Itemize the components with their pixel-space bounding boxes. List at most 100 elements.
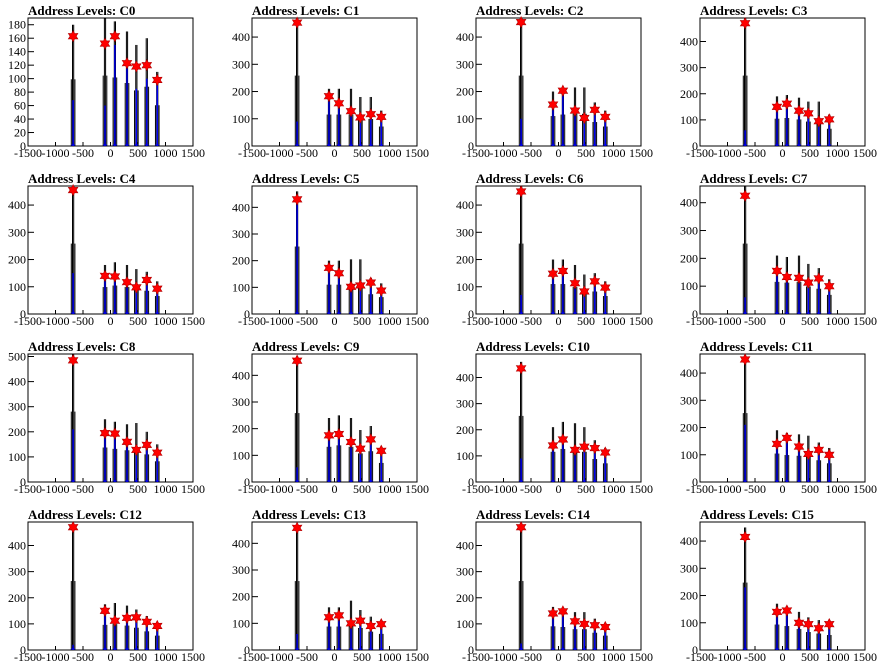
y-tick-label: 100 <box>232 616 250 630</box>
peak-marker <box>323 90 335 103</box>
x-tick-label: 500 <box>801 314 819 328</box>
x-tick-label: 0 <box>108 482 114 496</box>
x-tick-label: 0 <box>556 314 562 328</box>
y-tick-label: 200 <box>680 421 698 435</box>
peak-marker <box>589 619 601 632</box>
peak-marker <box>579 285 590 298</box>
y-tick-label: 400 <box>8 198 26 212</box>
x-tick-label: -1000 <box>714 650 742 664</box>
y-tick-label: 300 <box>680 561 698 575</box>
x-tick-label: 1500 <box>853 650 877 664</box>
x-tick-label: -500 <box>744 650 766 664</box>
y-tick-label: 400 <box>680 366 698 380</box>
y-tick-label: 200 <box>232 422 250 436</box>
chart-title: Address Levels: C11 <box>700 339 813 354</box>
x-tick-label: -1500 <box>686 314 714 328</box>
chart-panel-12: Address Levels: C12 0 100 200 300 400 -1500 -10… <box>8 507 205 664</box>
peak-marker <box>569 277 581 290</box>
plot-frame <box>251 17 418 147</box>
peak-marker <box>365 107 377 121</box>
x-tick-label: 0 <box>556 482 562 496</box>
peak-marker <box>557 605 569 618</box>
peak-marker <box>323 261 335 275</box>
peak-marker <box>803 617 814 631</box>
x-tick-label: -1000 <box>714 146 742 160</box>
peak-marker <box>291 354 303 367</box>
y-tick-label: 400 <box>232 200 250 214</box>
y-tick-label: 200 <box>456 423 474 437</box>
y-tick-label: 500 <box>8 350 26 364</box>
peak-marker <box>599 620 611 634</box>
y-tick-label: 200 <box>8 253 26 267</box>
peak-marker <box>771 264 783 278</box>
x-tick-label: -1500 <box>14 146 42 160</box>
x-tick-label: 500 <box>577 482 595 496</box>
x-tick-label: -1000 <box>490 482 518 496</box>
x-tick-label: 1000 <box>826 650 850 664</box>
x-tick-label: 1000 <box>602 482 626 496</box>
peak-marker <box>547 267 559 280</box>
peak-marker <box>151 282 163 295</box>
x-tick-label: 1500 <box>853 482 877 496</box>
peak-marker <box>813 622 825 635</box>
y-tick-label: 0 <box>692 307 698 321</box>
y-tick-label: 100 <box>8 72 26 86</box>
x-tick-label: 1500 <box>181 482 205 496</box>
peak-marker <box>793 271 805 284</box>
peak-marker <box>599 281 611 294</box>
x-tick-label: -1000 <box>266 650 294 664</box>
y-tick-label: 0 <box>244 643 250 657</box>
chart-panel-6: Address Levels: C6 0 100 200 300 400 -1500 -100… <box>456 171 653 328</box>
x-tick-label: -500 <box>72 146 94 160</box>
y-tick-label: 100 <box>232 112 250 126</box>
x-tick-label: 1000 <box>826 146 850 160</box>
peak-marker <box>355 614 366 627</box>
x-tick-label: 1500 <box>853 146 877 160</box>
chart-panel-4: Address Levels: C4 0 100 200 300 400 -1500 -100… <box>8 171 205 328</box>
peak-marker <box>99 604 111 617</box>
plot-frame <box>699 17 866 147</box>
chart-panel-5: Address Levels: C5 0 100 200 300 400 -1500 -100… <box>232 171 429 328</box>
peak-marker <box>365 276 377 289</box>
x-tick-label: 0 <box>780 146 786 160</box>
x-tick-label: 1500 <box>629 650 653 664</box>
peak-marker <box>781 97 793 110</box>
peak-marker <box>365 619 377 633</box>
peak-marker <box>121 435 133 448</box>
y-tick-label: 400 <box>232 368 250 382</box>
y-tick-label: 0 <box>692 139 698 153</box>
x-tick-label: 500 <box>577 314 595 328</box>
plot-frame <box>251 353 418 483</box>
x-tick-label: 1500 <box>181 314 205 328</box>
y-tick-label: 300 <box>680 393 698 407</box>
y-tick-label: 0 <box>20 643 26 657</box>
x-tick-label: 500 <box>801 482 819 496</box>
y-tick-label: 200 <box>232 590 250 604</box>
x-tick-label: -500 <box>520 314 542 328</box>
plot-frame <box>27 521 194 651</box>
y-tick-label: 100 <box>680 279 698 293</box>
x-tick-label: 0 <box>780 650 786 664</box>
peak-marker <box>291 16 303 29</box>
y-tick-label: 0 <box>468 643 474 657</box>
x-tick-label: -1000 <box>42 146 70 160</box>
peak-marker <box>813 115 825 128</box>
chart-title: Address Levels: C15 <box>700 507 814 522</box>
peak-marker <box>333 97 345 110</box>
peak-marker <box>557 84 569 97</box>
x-tick-label: 1000 <box>378 482 402 496</box>
x-tick-label: -500 <box>520 146 542 160</box>
x-tick-label: 1500 <box>181 146 205 160</box>
x-tick-label: 1000 <box>154 314 178 328</box>
peak-marker <box>131 443 142 457</box>
peak-marker <box>121 275 133 289</box>
x-tick-label: 0 <box>556 146 562 160</box>
y-tick-label: 100 <box>680 113 698 127</box>
peak-marker <box>333 267 345 280</box>
peak-marker <box>67 521 79 534</box>
peak-marker <box>599 446 611 459</box>
peak-marker <box>151 446 163 459</box>
peak-marker <box>291 521 303 535</box>
chart-panel-13: Address Levels: C13 0 100 200 300 400 -1500 -10… <box>232 507 429 664</box>
plot-frame <box>475 185 642 315</box>
